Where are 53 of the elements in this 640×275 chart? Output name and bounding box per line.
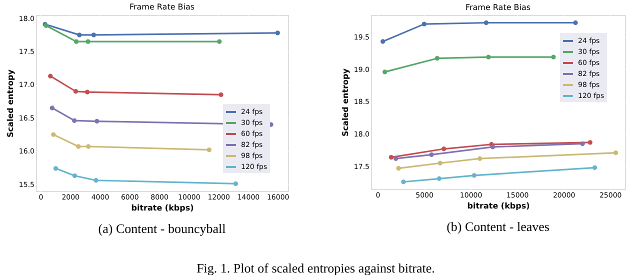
point [380, 39, 386, 44]
point [396, 166, 401, 171]
point [486, 54, 491, 60]
point [442, 146, 446, 152]
point [84, 90, 90, 94]
point [275, 30, 280, 36]
point [551, 54, 556, 60]
point [48, 74, 53, 78]
point [422, 22, 427, 26]
point [94, 118, 100, 124]
y-axis-title: Scaled entropy [6, 68, 15, 138]
point [218, 92, 224, 98]
point [580, 141, 585, 146]
point [438, 160, 442, 166]
point [401, 180, 406, 184]
point [472, 173, 477, 178]
point [51, 132, 56, 137]
chart-title: Frame Rate Bias [129, 2, 195, 12]
point [72, 173, 78, 178]
point [94, 178, 98, 183]
point [74, 39, 79, 44]
point [53, 166, 58, 171]
point [76, 144, 81, 149]
point [588, 140, 592, 145]
text: (a) Content - bouncyball [98, 221, 226, 236]
point [50, 106, 55, 110]
point [382, 70, 388, 74]
point [77, 32, 82, 38]
point [233, 181, 238, 186]
point [73, 89, 78, 94]
point [217, 39, 222, 44]
point [573, 20, 578, 26]
point [393, 156, 398, 161]
point [86, 144, 91, 149]
point [613, 150, 618, 156]
y-axis-title: Scaled entropy [340, 68, 350, 136]
point [592, 165, 598, 170]
caption: Fig. 1. Plot of scaled entropies against bitrate. [196, 260, 435, 275]
point [72, 118, 77, 123]
x-axis-title: bitrate (kbps) [467, 202, 530, 210]
point [388, 154, 394, 160]
point [436, 176, 442, 181]
point [206, 147, 212, 152]
text: (b) Content - leaves [446, 219, 550, 234]
point [490, 144, 496, 150]
point [86, 39, 90, 44]
point [429, 152, 434, 158]
chart-title: Frame Rate Bias [465, 3, 531, 12]
point [478, 156, 482, 161]
point [434, 56, 440, 61]
point [484, 20, 489, 26]
point [91, 32, 96, 38]
x-axis-title: bitrate (kbps) [131, 204, 194, 212]
